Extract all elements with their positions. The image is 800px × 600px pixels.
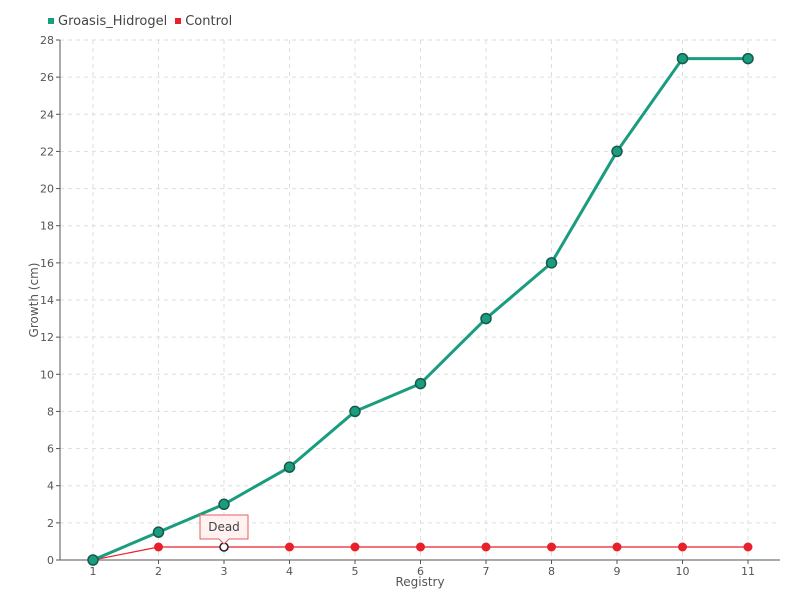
data-point-groasis[interactable] [480,312,492,325]
annotation-callout [199,514,249,545]
y-tick-label: 14 [40,294,54,307]
y-tick-label: 10 [40,368,54,381]
chart-legend: Groasis_Hidrogel Control [48,12,240,30]
x-tick-label: 11 [741,565,755,578]
data-point-control[interactable] [743,542,753,552]
legend-swatch-groasis [48,18,54,24]
x-tick-label: 7 [483,565,490,578]
data-point-control[interactable] [350,542,360,552]
y-tick-label: 26 [40,71,54,84]
annotation-label: Dead [208,520,240,534]
grid-lines [60,39,780,560]
y-tick-label: 2 [47,517,54,530]
data-point-groasis[interactable] [152,526,165,538]
data-point-groasis[interactable] [611,145,623,158]
y-axis-label: Growth (cm) [27,263,41,338]
y-tick-label: 18 [40,220,54,233]
data-point-control[interactable] [416,542,425,552]
y-tick-label: 4 [47,480,54,493]
x-ticks: 1 2 3 4 5 6 7 8 9 10 11 [90,560,755,578]
x-tick-label: 8 [548,565,555,578]
y-tick-label: 28 [40,34,54,47]
x-tick-label: 6 [417,565,424,578]
data-point-groasis[interactable] [283,461,296,473]
x-tick-label: 10 [676,565,690,578]
data-point-control[interactable] [678,542,687,552]
x-tick-label: 3 [221,565,228,578]
y-tick-label: 12 [40,331,54,344]
y-tick-label: 20 [40,183,54,196]
x-tick-label: 9 [614,565,621,578]
x-axis-label: Registry [395,575,444,589]
y-tick-label: 6 [47,443,54,456]
legend-label-groasis: Groasis_Hidrogel [58,13,168,29]
legend-label-control: Control [185,13,233,29]
x-tick-label: 1 [90,565,97,578]
data-point-groasis[interactable] [742,52,754,65]
series-line-groasis [92,57,748,562]
legend-item-control[interactable]: Control [175,14,232,29]
x-tick-label: 2 [155,565,162,578]
data-point-control[interactable] [481,542,491,552]
data-point-groasis[interactable] [87,554,99,566]
data-point-groasis[interactable] [676,52,689,65]
data-point-groasis[interactable] [349,405,361,418]
data-point-groasis[interactable] [545,257,558,269]
x-tick-label: 4 [286,565,293,578]
x-tick-label: 5 [352,565,359,578]
data-point-groasis[interactable] [414,377,427,390]
y-tick-label: 24 [40,108,54,121]
y-tick-label: 16 [40,257,54,270]
data-point-control[interactable] [547,542,556,552]
data-point-groasis[interactable] [218,498,230,511]
y-tick-label: 22 [40,145,54,158]
data-point-control[interactable] [612,542,622,552]
y-tick-label: 0 [47,554,54,567]
data-point-control[interactable] [285,542,294,552]
legend-item-groasis[interactable]: Groasis_Hidrogel [48,14,167,29]
legend-swatch-control [175,18,182,24]
series-group [87,52,754,566]
y-tick-label: 8 [47,405,54,418]
data-point-control[interactable] [154,542,163,552]
annotations-group: Dead [199,514,249,545]
